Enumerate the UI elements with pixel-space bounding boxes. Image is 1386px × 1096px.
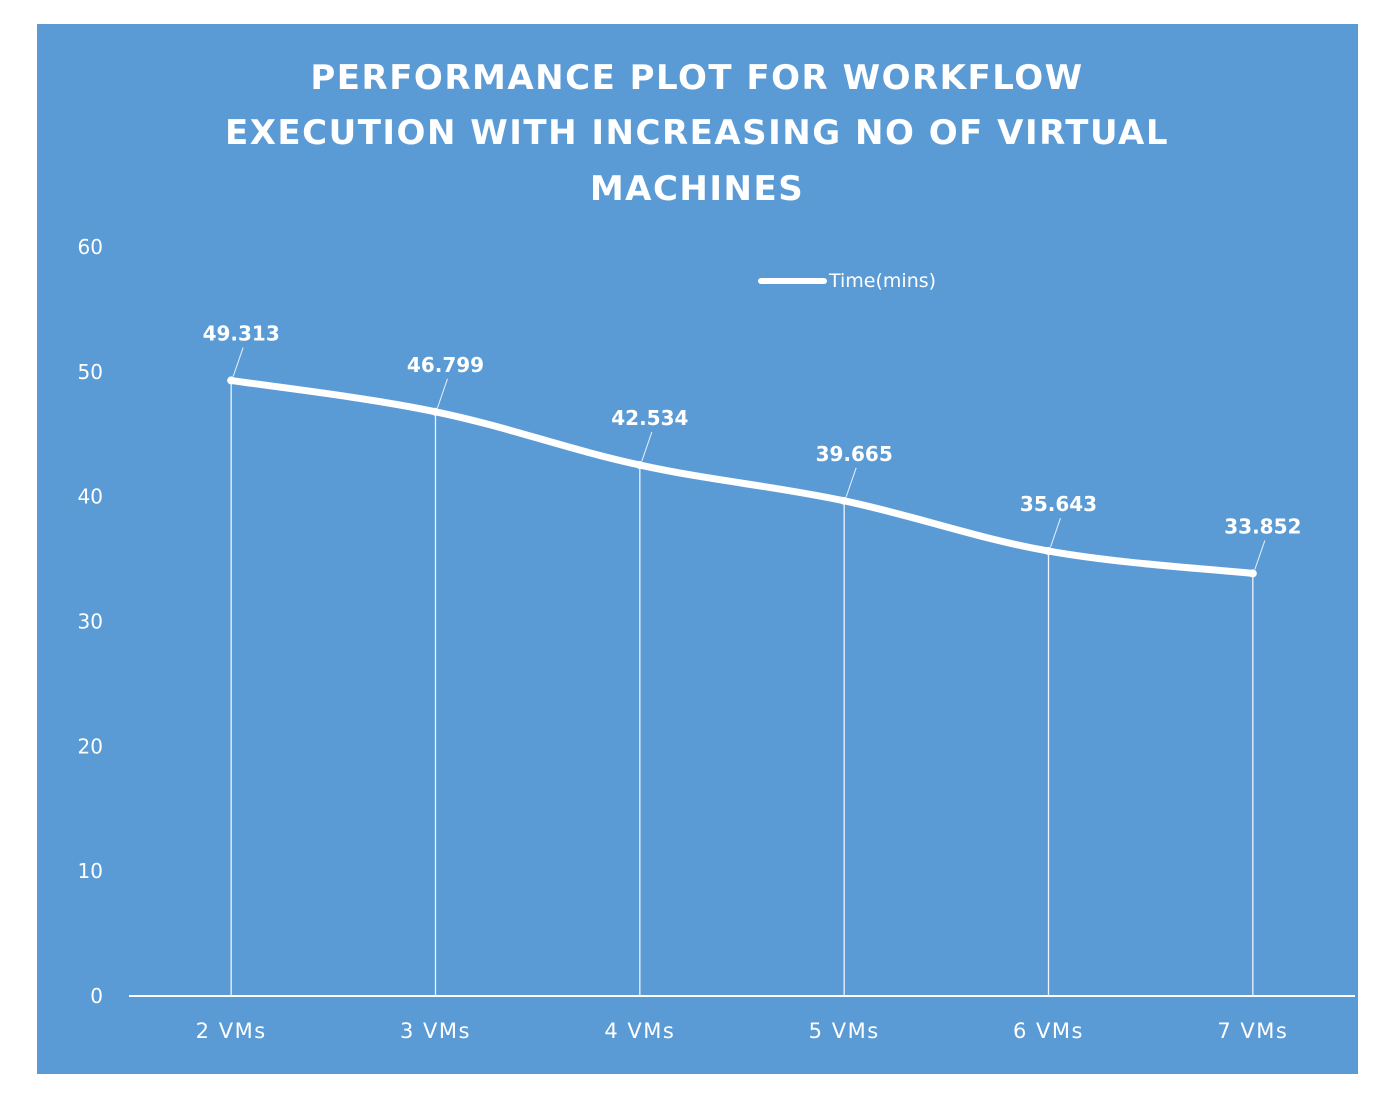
legend-label: Time(mins) bbox=[828, 270, 936, 292]
chart-title-line-3: MACHINES bbox=[590, 169, 804, 209]
y-tick-label: 20 bbox=[78, 734, 103, 758]
data-label-leader bbox=[437, 378, 448, 408]
x-tick-label: 2 VMs bbox=[196, 1019, 267, 1043]
data-label: 39.665 bbox=[816, 442, 893, 466]
x-tick-label: 3 VMs bbox=[400, 1019, 471, 1043]
drop-lines bbox=[230, 380, 1254, 996]
legend: Time(mins) bbox=[758, 270, 936, 292]
data-label: 42.534 bbox=[611, 406, 688, 430]
data-point bbox=[840, 496, 849, 505]
y-tick-label: 40 bbox=[78, 485, 103, 509]
x-tick-label: 4 VMs bbox=[604, 1019, 675, 1043]
series-line bbox=[227, 376, 1257, 577]
chart-title: PERFORMANCE PLOT FOR WORKFLOW EXECUTION … bbox=[225, 58, 1169, 209]
chart-title-line-1: PERFORMANCE PLOT FOR WORKFLOW bbox=[310, 58, 1083, 98]
y-tick-label: 50 bbox=[78, 360, 103, 384]
data-label: 49.313 bbox=[203, 321, 280, 345]
series-time-mins bbox=[227, 376, 1257, 578]
y-axis: 0 10 20 30 40 50 60 bbox=[78, 235, 103, 1008]
data-point bbox=[635, 461, 644, 470]
x-axis-labels: 2 VMs 3 VMs 4 VMs 5 VMs 6 VMs 7 VMs bbox=[196, 1019, 1288, 1043]
chart-title-line-2: EXECUTION WITH INCREASING NO OF VIRTUAL bbox=[225, 113, 1169, 153]
data-label: 35.643 bbox=[1020, 492, 1097, 516]
chart-panel: PERFORMANCE PLOT FOR WORKFLOW EXECUTION … bbox=[37, 24, 1358, 1074]
y-tick-label: 60 bbox=[78, 235, 103, 259]
y-tick-label: 30 bbox=[78, 610, 103, 634]
data-point bbox=[1044, 547, 1053, 556]
data-label-leader bbox=[1254, 540, 1266, 570]
data-label-leader bbox=[845, 467, 857, 498]
data-label: 33.852 bbox=[1224, 514, 1301, 538]
data-label-leader bbox=[232, 347, 244, 377]
x-tick-label: 6 VMs bbox=[1013, 1019, 1084, 1043]
data-label: 46.799 bbox=[407, 353, 484, 377]
y-tick-label: 10 bbox=[78, 859, 103, 883]
x-tick-label: 7 VMs bbox=[1217, 1019, 1288, 1043]
data-point bbox=[431, 407, 440, 416]
line-chart: PERFORMANCE PLOT FOR WORKFLOW EXECUTION … bbox=[78, 58, 1355, 1043]
data-point bbox=[1248, 569, 1257, 578]
x-tick-label: 5 VMs bbox=[809, 1019, 880, 1043]
data-label-leader bbox=[1050, 517, 1061, 548]
data-labels: 49.313 46.799 42.534 39.665 35.643 33.852 bbox=[203, 321, 1301, 570]
y-tick-label: 0 bbox=[90, 984, 103, 1008]
data-label-leader bbox=[641, 431, 653, 462]
data-point bbox=[227, 376, 236, 385]
